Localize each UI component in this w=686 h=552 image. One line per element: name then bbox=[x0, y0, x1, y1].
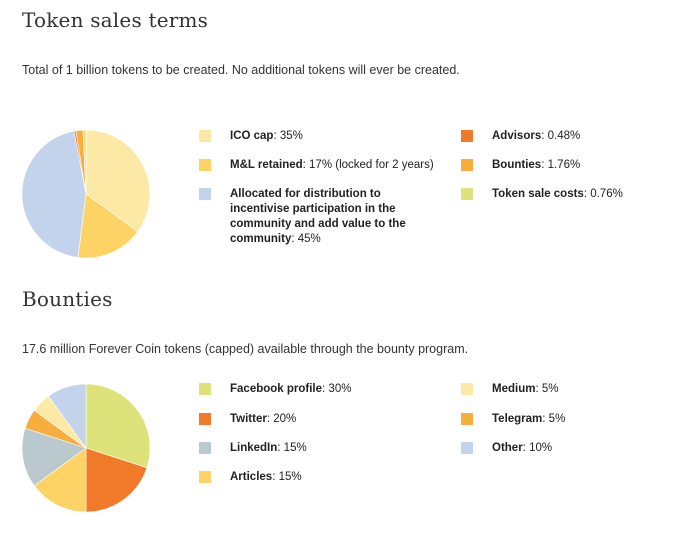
legend-label: Telegram bbox=[492, 413, 543, 425]
legend-label: M&L retained bbox=[230, 159, 303, 171]
legend-telegram: Telegram: 5% bbox=[461, 412, 565, 427]
legend-label: ICO cap bbox=[230, 130, 274, 142]
pie-slice-linkedin bbox=[21, 427, 87, 487]
legend-label: Articles bbox=[230, 471, 273, 483]
legend-swatch-other bbox=[461, 442, 473, 454]
pie-slice-allocated-for bbox=[21, 130, 87, 258]
legend-bounties: Bounties: 1.76% bbox=[461, 158, 580, 173]
legend-ml-retained: M&L retained: 17% (locked for 2 years) bbox=[199, 158, 434, 173]
legend-value: 17% (locked for 2 years) bbox=[309, 159, 434, 171]
legend-swatch-telegram bbox=[461, 413, 473, 425]
legend-value: 20% bbox=[273, 413, 297, 425]
legend-swatch-advisors bbox=[461, 130, 473, 142]
legend-swatch-allocated bbox=[199, 188, 211, 200]
legend-value: 1.76% bbox=[547, 159, 581, 171]
legend-value: 5% bbox=[548, 413, 566, 425]
legend-value: 30% bbox=[328, 383, 352, 395]
legend-swatch-token-sale-costs bbox=[461, 188, 473, 200]
legend-label: Medium bbox=[492, 383, 536, 395]
legend-swatch-ml-retained bbox=[199, 159, 211, 171]
legend-swatch-twitter bbox=[199, 413, 211, 425]
pie-slice-articles bbox=[33, 447, 87, 513]
legend-value: 5% bbox=[541, 383, 559, 395]
legend-token-sale-costs: Token sale costs: 0.76% bbox=[461, 187, 623, 202]
pie-slice-ico-cap bbox=[85, 129, 151, 233]
pie-slice-other bbox=[47, 383, 87, 449]
legend-value: 45% bbox=[297, 233, 321, 245]
legend-allocated: Allocated for distribution to incentivis… bbox=[199, 187, 409, 247]
legend-label: Bounties bbox=[492, 159, 542, 171]
legend-swatch-linkedin bbox=[199, 442, 211, 454]
legend-advisors: Advisors: 0.48% bbox=[461, 129, 580, 144]
bounties-description: 17.6 million Forever Coin tokens (capped… bbox=[22, 342, 469, 356]
legend-swatch-ico-cap bbox=[199, 130, 211, 142]
pie-slice-token-sale bbox=[82, 129, 87, 195]
legend-value: 0.48% bbox=[547, 130, 581, 142]
legend-swatch-articles bbox=[199, 471, 211, 483]
legend-label: Token sale costs bbox=[492, 188, 584, 200]
legend-twitter: Twitter: 20% bbox=[199, 412, 296, 427]
legend-ico-cap: ICO cap: 35% bbox=[199, 129, 303, 144]
legend-label: Twitter bbox=[230, 413, 267, 425]
legend-swatch-facebook-profile bbox=[199, 383, 211, 395]
legend-value: 15% bbox=[278, 471, 302, 483]
legend-value: 10% bbox=[529, 442, 553, 454]
legend-value: 0.76% bbox=[590, 188, 623, 200]
pie-slice-facebook-profile bbox=[85, 383, 151, 469]
legend-linkedin: LinkedIn: 15% bbox=[199, 441, 307, 456]
legend-other: Other: 10% bbox=[461, 441, 552, 456]
token-sales-pie-chart bbox=[21, 129, 151, 259]
legend-swatch-medium bbox=[461, 383, 473, 395]
legend-articles: Articles: 15% bbox=[199, 470, 302, 485]
pie-slice-m-l-retained bbox=[77, 193, 139, 259]
legend-facebook-profile: Facebook profile: 30% bbox=[199, 382, 351, 397]
legend-swatch-bounties bbox=[461, 159, 473, 171]
legend-value: 35% bbox=[279, 130, 303, 142]
token-sales-title: Token sales terms bbox=[22, 8, 209, 32]
legend-medium: Medium: 5% bbox=[461, 382, 558, 397]
legend-label: Allocated for distribution to incentivis… bbox=[230, 188, 406, 245]
token-sales-description: Total of 1 billion tokens to be created.… bbox=[22, 63, 460, 77]
bounties-title: Bounties bbox=[22, 287, 113, 311]
legend-value: 15% bbox=[283, 442, 307, 454]
pie-slice-twitter bbox=[85, 447, 148, 513]
legend-label: LinkedIn bbox=[230, 442, 278, 454]
legend-label: Other bbox=[492, 442, 523, 454]
legend-label: Facebook profile bbox=[230, 383, 323, 395]
legend-label: Advisors bbox=[492, 130, 542, 142]
bounties-pie-chart bbox=[21, 383, 151, 513]
